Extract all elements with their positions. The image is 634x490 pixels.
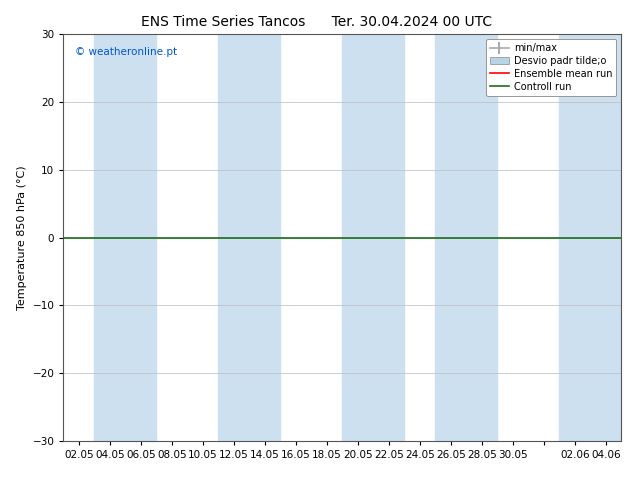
Bar <box>218 34 280 441</box>
Y-axis label: Temperature 850 hPa (°C): Temperature 850 hPa (°C) <box>17 165 27 310</box>
Bar <box>436 34 497 441</box>
Text: © weatheronline.pt: © weatheronline.pt <box>75 47 177 56</box>
Legend: min/max, Desvio padr tilde;o, Ensemble mean run, Controll run: min/max, Desvio padr tilde;o, Ensemble m… <box>486 39 616 96</box>
Bar <box>94 34 157 441</box>
Bar <box>342 34 404 441</box>
Text: ENS Time Series Tancos      Ter. 30.04.2024 00 UTC: ENS Time Series Tancos Ter. 30.04.2024 0… <box>141 15 493 29</box>
Bar <box>559 34 621 441</box>
